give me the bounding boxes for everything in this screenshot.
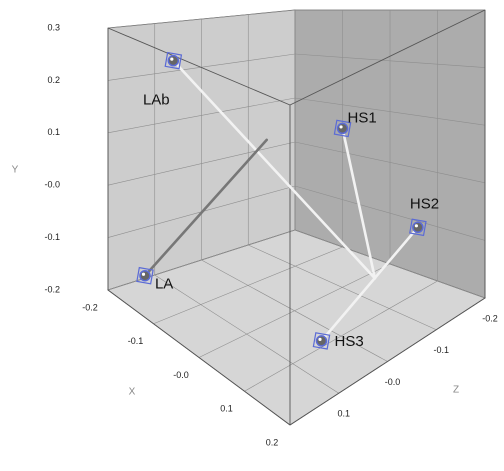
point-label: LA (155, 276, 173, 293)
point (140, 271, 150, 281)
x-axis-title: X (129, 387, 136, 398)
x-tick-label: -0.2 (82, 302, 98, 312)
point-label: LAb (143, 92, 170, 109)
point-highlight (170, 58, 173, 61)
z-axis-title: Z (453, 385, 459, 396)
x-tick-label: -0.1 (128, 336, 144, 346)
y-tick-label: -0.0 (44, 180, 60, 190)
point-highlight (339, 125, 342, 128)
point-label: HS2 (410, 195, 439, 212)
point (168, 56, 178, 66)
x-tick-label: 0.1 (220, 404, 233, 414)
point (317, 336, 327, 346)
point (338, 123, 348, 133)
z-tick-label: -0.2 (482, 313, 498, 323)
point-label: HS3 (335, 333, 364, 350)
point (413, 222, 423, 232)
point-highlight (415, 224, 418, 227)
chart: Y X Z -0.2 -0.1 -0.0 0.1 0.2 0.3 -0.2 -0.1 -0.0 0… (0, 0, 504, 471)
point-highlight (142, 273, 145, 276)
y-tick-label: 0.2 (47, 75, 60, 85)
y-axis-title: Y (12, 165, 19, 176)
z-tick-label: 0.1 (337, 409, 350, 419)
z-tick-label: -0.0 (385, 377, 401, 387)
z-tick-label: -0.1 (433, 345, 449, 355)
x-tick-label: 0.2 (266, 437, 279, 447)
y-tick-label: -0.1 (44, 232, 60, 242)
x-tick-label: -0.0 (173, 370, 189, 380)
point-label: HS1 (348, 109, 377, 126)
point-highlight (318, 338, 321, 341)
y-tick-label: 0.1 (47, 127, 60, 137)
y-tick-label: -0.2 (44, 284, 60, 294)
y-tick-label: 0.3 (47, 22, 60, 32)
